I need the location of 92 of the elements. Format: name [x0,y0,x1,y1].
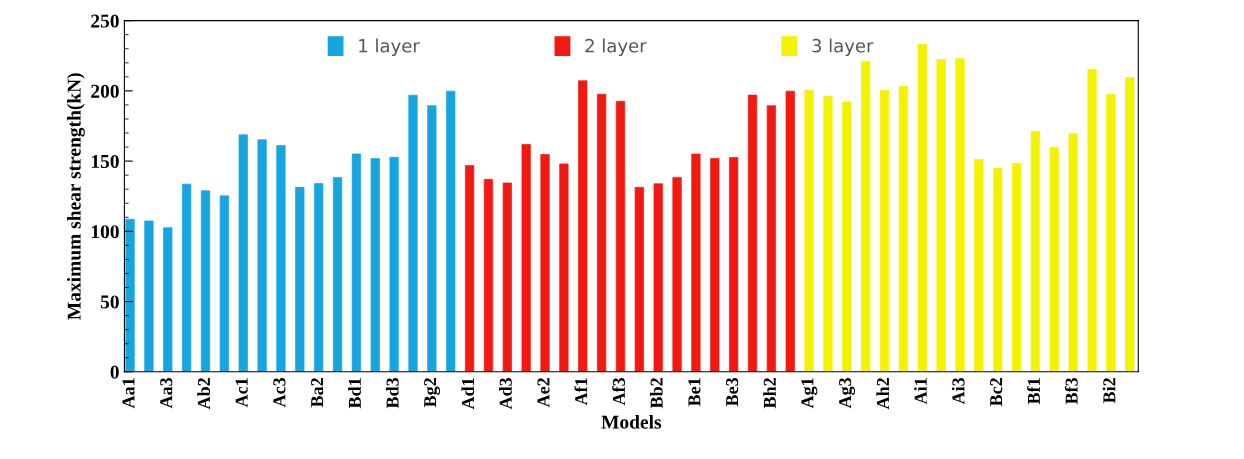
bar [257,139,267,372]
bar [1106,93,1116,372]
x-tick-label: Ab2 [197,378,211,410]
x-tick-label: Ad1 [461,378,475,410]
bar [483,179,494,372]
bar [917,43,927,372]
bar [351,153,361,372]
bar [974,159,984,372]
y-tick-label: 250 [91,14,119,28]
legend-label: 3 layer [812,38,874,57]
bar [1087,69,1097,372]
bar [993,167,1003,372]
bar [729,157,739,372]
x-tick-label: Bf3 [1064,377,1078,405]
x-tick-label: Bd3 [385,377,399,409]
bar [446,90,456,372]
x-tick-label: Bg2 [424,378,441,408]
bar [219,195,229,372]
bar [389,156,399,372]
x-tick-label: Af3 [612,377,625,406]
y-tick-label: 100 [91,225,119,239]
bar [898,85,909,372]
bar [559,163,569,372]
bar [200,190,211,372]
bar [1068,133,1078,372]
legend-label: 2 layer [585,38,647,57]
bar [540,154,550,372]
x-tick-label: Bi2 [1102,378,1116,404]
y-axis-title: Maximum shear strength(kN) [67,73,85,320]
bar [936,59,946,372]
x-tick-label: Ai1 [914,378,927,405]
x-tick-label: Aa1 [122,378,135,409]
x-tick-label: Ba2 [311,378,324,408]
y-tick-label: 0 [110,365,119,379]
bar [1125,77,1135,372]
x-tick-label: Af1 [574,378,588,406]
x-tick-label: Ac1 [235,378,248,408]
x-tick-label: Be1 [688,378,701,407]
bar [842,101,852,372]
bar [238,134,248,372]
x-tick-label: Ad3 [499,377,512,410]
legend-label: 1 layer [359,38,420,57]
bar [615,100,626,372]
x-tick-label: Ac3 [273,377,286,408]
bar [653,183,663,372]
bar [314,183,324,372]
bar [276,145,286,372]
x-axis-title: Models [601,415,662,429]
y-tick-label: 50 [100,295,119,309]
x-tick-label: Ai3 [951,377,965,405]
bar [634,187,644,372]
bar [672,177,682,372]
bar [464,165,475,372]
bar [182,183,192,372]
bar [691,153,701,372]
x-tick-label: Bc2 [990,378,1003,407]
bar [823,95,833,372]
bar [370,158,380,372]
y-tick-label: 150 [91,154,119,169]
bar [332,177,343,372]
bar [861,61,871,372]
x-tick-label: Bf1 [1027,378,1040,405]
bar [144,220,154,372]
bar [1049,146,1059,372]
bar [597,93,607,372]
bar [521,144,531,372]
y-tick-label: 200 [91,84,119,98]
bar [766,105,776,372]
x-tick-label: Aa3 [160,377,173,409]
x-tick-label: Ag3 [839,377,856,409]
bar [427,105,437,372]
x-tick-label: Bd1 [348,378,361,409]
bar [710,158,720,372]
x-tick-label: Be3 [726,377,739,407]
bar [125,218,135,372]
bar [955,58,965,372]
x-tick-label: Bb2 [650,378,663,409]
bar [578,80,588,372]
bar [295,187,305,372]
x-tick-label: Ae2 [537,378,550,408]
x-tick-label: Ah2 [876,378,889,410]
bar [163,227,173,372]
bar [785,90,795,372]
bar [1012,163,1022,372]
bar [408,94,418,372]
bar [502,182,512,372]
bar [804,89,814,372]
x-tick-label: Ag1 [801,378,818,409]
bar [747,94,758,372]
bar [1030,131,1041,372]
bar [879,89,890,372]
x-tick-label: Bh2 [763,378,776,409]
